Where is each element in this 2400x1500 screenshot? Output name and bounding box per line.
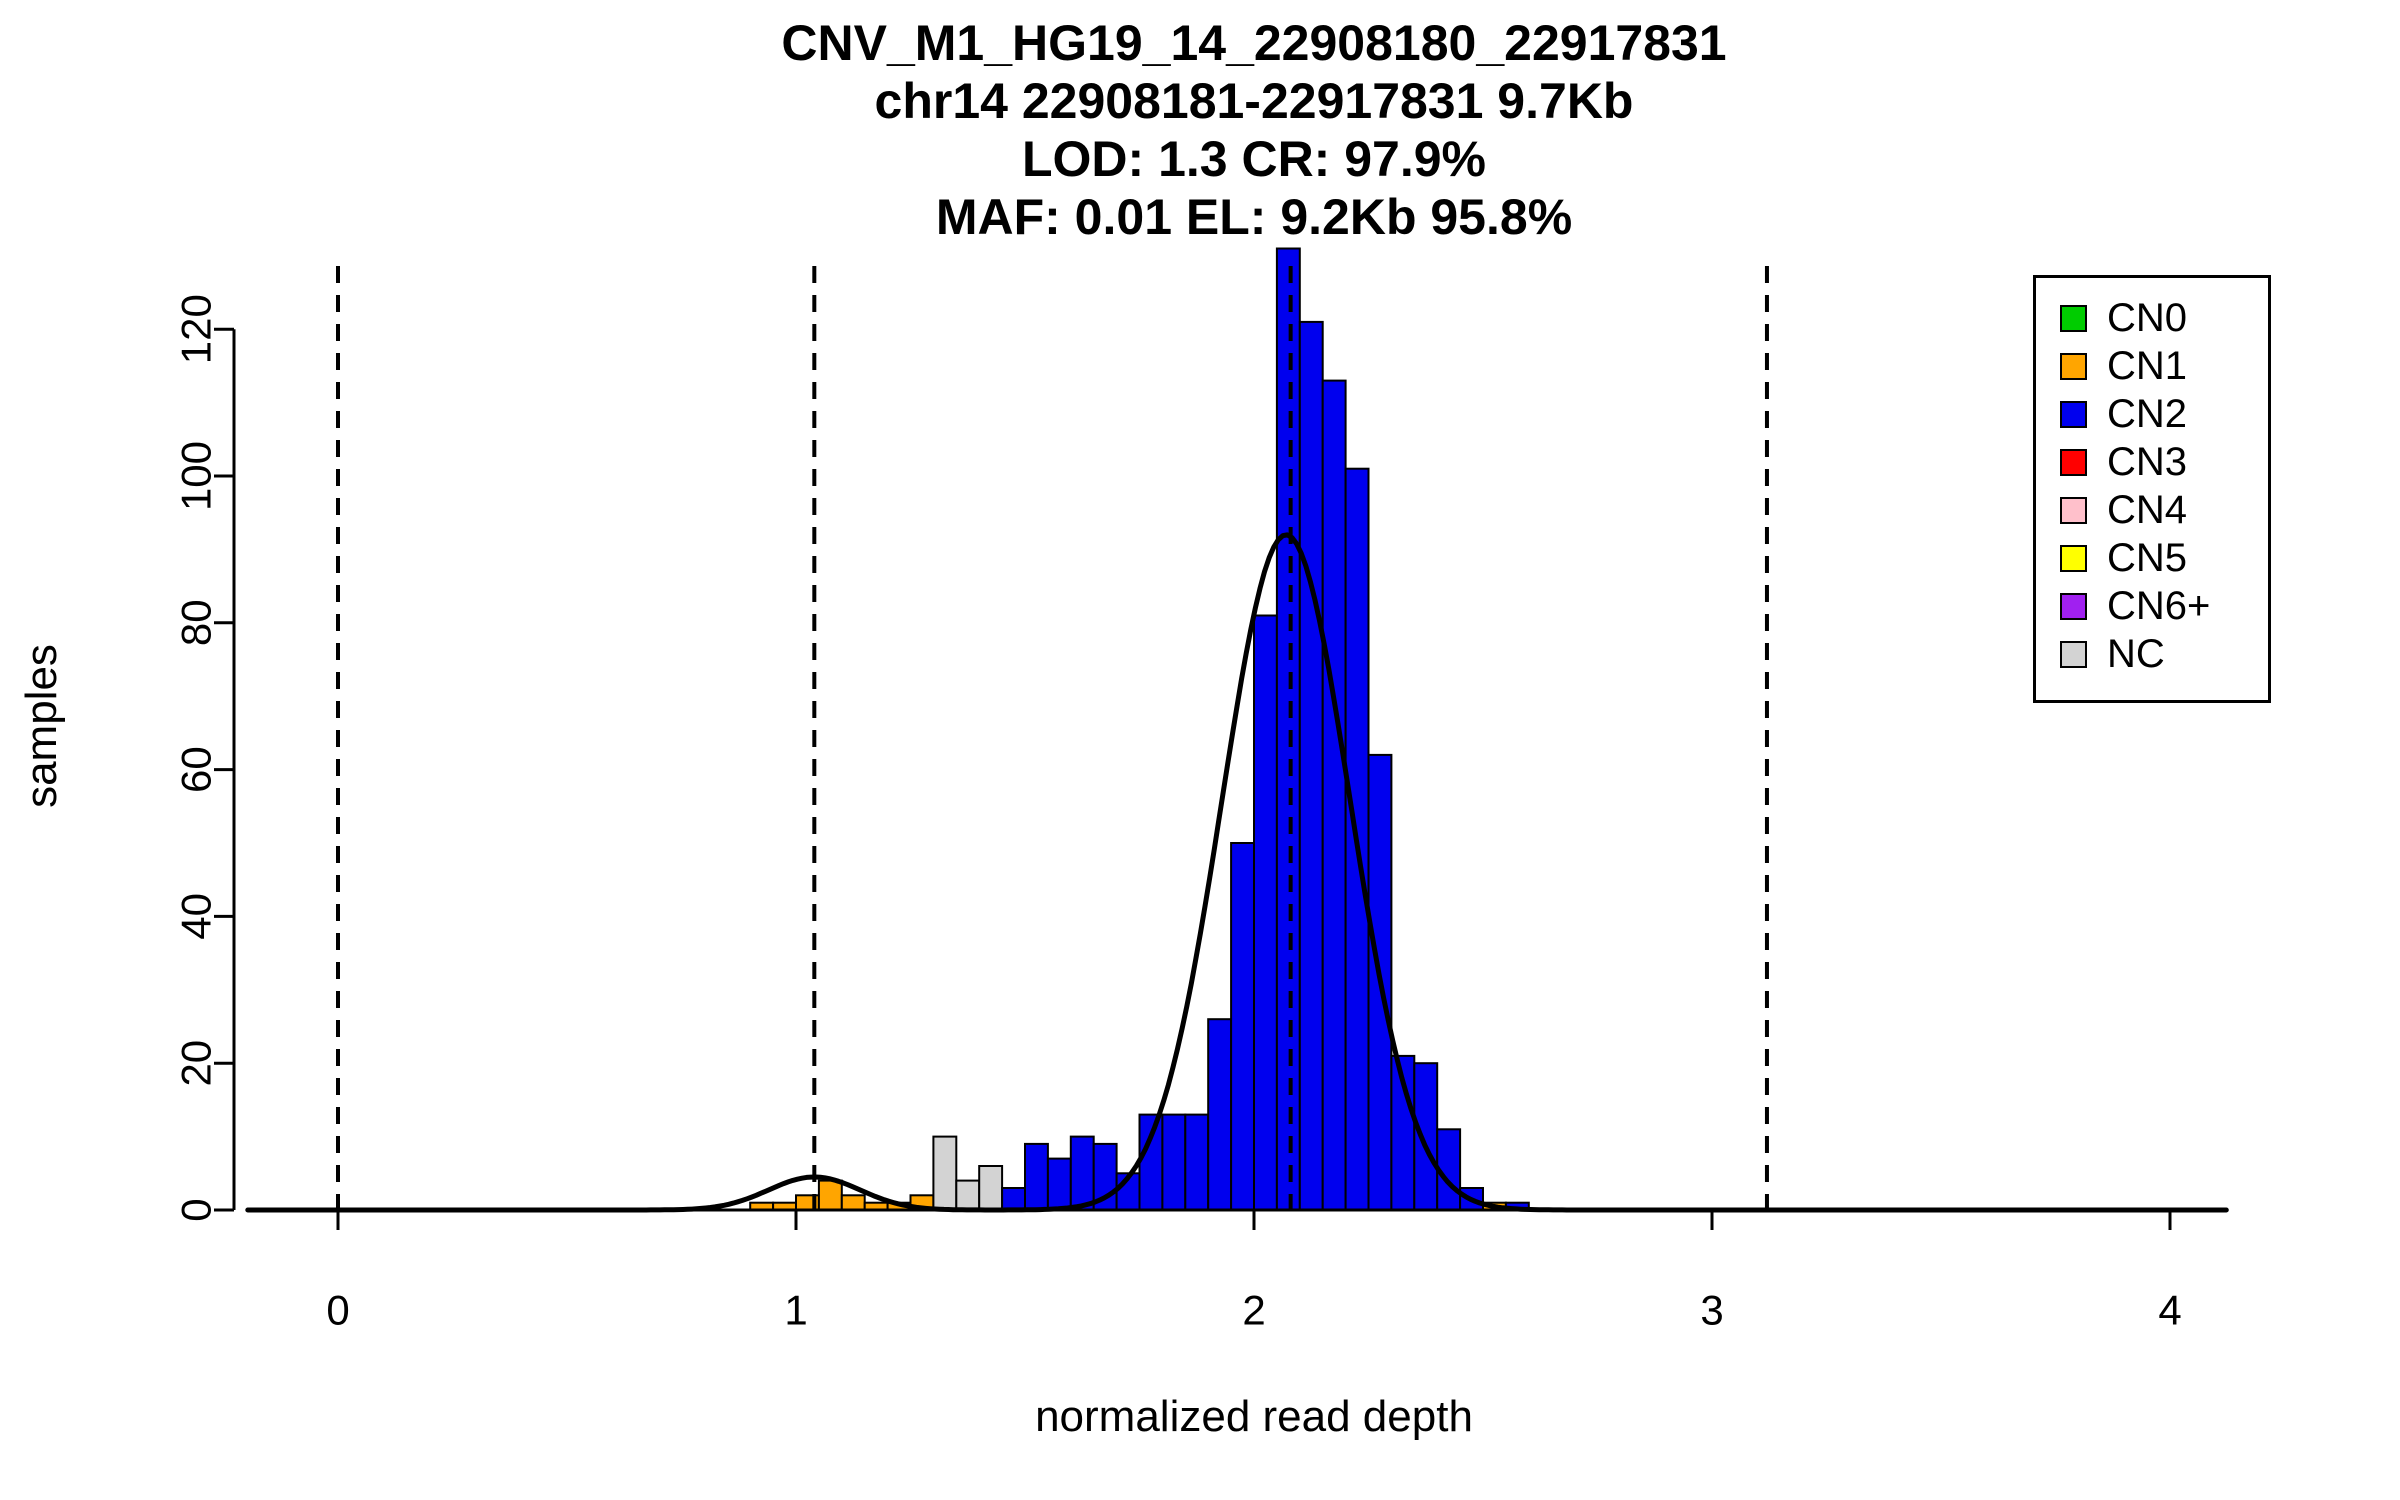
legend-swatch-cn0 bbox=[2060, 304, 2087, 332]
y-tick-label-60: 60 bbox=[173, 746, 220, 793]
hist-bar-cn2-1.5 bbox=[1024, 1142, 1049, 1212]
legend-label-cn3: CN3 bbox=[2107, 440, 2188, 484]
legend-item-cn4: CN4 bbox=[2060, 486, 2268, 534]
legend-label-cn2: CN2 bbox=[2107, 392, 2188, 436]
hist-bar-cn2-2.35 bbox=[1413, 1062, 1439, 1211]
hist-bar-cn2-1.6 bbox=[1069, 1135, 1095, 1211]
legend-label-cn6plus: CN6+ bbox=[2107, 584, 2211, 628]
legend-swatch-cn5 bbox=[2060, 544, 2087, 572]
legend-swatch-cn3 bbox=[2060, 448, 2087, 476]
legend: CN0 CN1 CN2 CN3 CN4 CN5 CN6+ NC bbox=[2033, 275, 2271, 703]
hist-bar-cn2-1.85 bbox=[1184, 1113, 1210, 1211]
hist-bar-nc-1.4 bbox=[978, 1165, 1004, 1211]
hist-bar-cn2-2.1 bbox=[1298, 320, 1324, 1211]
hist-bar-cn2-1.55 bbox=[1046, 1157, 1072, 1211]
legend-item-nc: NC bbox=[2060, 630, 2268, 678]
x-tick-label-3: 3 bbox=[1700, 1287, 1723, 1334]
x-tick-label-1: 1 bbox=[784, 1287, 807, 1334]
title-line-4: MAF: 0.01 EL: 9.2Kb 95.8% bbox=[935, 189, 1573, 245]
hist-bar-cn2-2 bbox=[1253, 614, 1278, 1211]
hist-bar-nc-1.35 bbox=[955, 1179, 981, 1211]
legend-item-cn3: CN3 bbox=[2060, 438, 2268, 486]
hist-bar-cn2-2.05 bbox=[1275, 247, 1301, 1211]
x-tick-label-2: 2 bbox=[1242, 1287, 1265, 1334]
figure-title: CNV_M1_HG19_14_22908180_22917831 chr14 2… bbox=[338, 14, 2170, 246]
hist-bar-cn2-1.8 bbox=[1161, 1113, 1187, 1211]
y-tick-label-80: 80 bbox=[173, 599, 220, 646]
legend-item-cn5: CN5 bbox=[2060, 534, 2268, 582]
title-line-1: CNV_M1_HG19_14_22908180_22917831 bbox=[781, 15, 1727, 71]
hist-bar-cn2-1.9 bbox=[1207, 1018, 1233, 1212]
legend-label-nc: NC bbox=[2107, 632, 2165, 676]
y-tick-label-40: 40 bbox=[173, 893, 220, 940]
hist-bar-cn2-1.95 bbox=[1230, 842, 1255, 1211]
legend-item-cn1: CN1 bbox=[2060, 342, 2268, 390]
y-tick-label-0: 0 bbox=[173, 1198, 220, 1221]
y-axis-title: samples bbox=[17, 644, 66, 808]
title-line-2: chr14 22908181-22917831 9.7Kb bbox=[874, 73, 1634, 129]
legend-swatch-cn4 bbox=[2060, 496, 2087, 524]
legend-swatch-cn1 bbox=[2060, 352, 2087, 380]
hist-bar-cn2-1.75 bbox=[1138, 1113, 1164, 1211]
hist-bar-nc-1.3 bbox=[932, 1135, 958, 1211]
legend-label-cn0: CN0 bbox=[2107, 296, 2188, 340]
hist-bar-cn1-1.1 bbox=[840, 1194, 866, 1212]
legend-swatch-nc bbox=[2060, 640, 2087, 668]
y-tick-label-120: 120 bbox=[173, 294, 220, 364]
y-tick-label-100: 100 bbox=[173, 441, 220, 511]
hist-bar-cn2-1.45 bbox=[1001, 1187, 1026, 1211]
title-line-3: LOD: 1.3 CR: 97.9% bbox=[1021, 131, 1486, 187]
legend-swatch-cn6plus bbox=[2060, 592, 2087, 620]
hist-bar-cn1-1.05 bbox=[817, 1179, 843, 1211]
y-tick-label-20: 20 bbox=[173, 1040, 220, 1087]
legend-item-cn2: CN2 bbox=[2060, 390, 2268, 438]
legend-item-cn6plus: CN6+ bbox=[2060, 582, 2268, 630]
legend-item-cn0: CN0 bbox=[2060, 294, 2268, 342]
legend-label-cn5: CN5 bbox=[2107, 536, 2188, 580]
x-tick-label-0: 0 bbox=[326, 1287, 349, 1334]
legend-label-cn4: CN4 bbox=[2107, 488, 2188, 532]
x-axis-title: normalized read depth bbox=[1035, 1392, 1473, 1441]
hist-bar-cn2-2.15 bbox=[1321, 379, 1347, 1212]
legend-label-cn1: CN1 bbox=[2107, 344, 2188, 388]
x-tick-label-4: 4 bbox=[2158, 1287, 2181, 1334]
legend-swatch-cn2 bbox=[2060, 400, 2087, 428]
